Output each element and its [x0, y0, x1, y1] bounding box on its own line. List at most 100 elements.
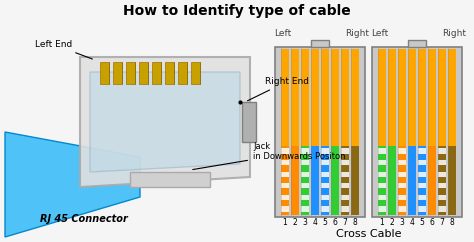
Bar: [301, 195, 309, 200]
Bar: [438, 183, 446, 188]
Bar: [341, 160, 349, 165]
Text: 5: 5: [419, 218, 424, 227]
Bar: [398, 160, 406, 165]
Bar: [331, 146, 339, 215]
Bar: [301, 160, 309, 165]
Bar: [408, 40, 426, 47]
Text: 2: 2: [292, 218, 297, 227]
Bar: [448, 49, 456, 146]
Bar: [378, 149, 386, 154]
Bar: [398, 195, 406, 200]
Bar: [301, 183, 309, 188]
Bar: [321, 172, 329, 177]
Bar: [281, 49, 289, 146]
Bar: [113, 62, 122, 84]
Bar: [301, 146, 309, 215]
Bar: [281, 195, 289, 200]
Bar: [388, 49, 396, 146]
Bar: [321, 206, 329, 212]
Bar: [378, 146, 386, 215]
Text: 8: 8: [353, 218, 357, 227]
Text: 4: 4: [312, 218, 318, 227]
Polygon shape: [80, 57, 250, 187]
Text: Left: Left: [371, 29, 389, 38]
Text: 3: 3: [302, 218, 308, 227]
Text: 1: 1: [283, 218, 287, 227]
Bar: [165, 62, 174, 84]
Bar: [408, 146, 416, 215]
Bar: [341, 195, 349, 200]
Bar: [438, 49, 446, 146]
Text: 5: 5: [323, 218, 328, 227]
Bar: [152, 62, 161, 84]
Bar: [351, 146, 359, 215]
Bar: [191, 62, 200, 84]
Bar: [311, 40, 329, 47]
Bar: [398, 172, 406, 177]
Bar: [398, 183, 406, 188]
Bar: [438, 160, 446, 165]
Bar: [281, 206, 289, 212]
Polygon shape: [5, 132, 140, 237]
Text: Jack
in Downwards Positon: Jack in Downwards Positon: [193, 142, 346, 170]
Bar: [321, 149, 329, 154]
Bar: [291, 49, 299, 146]
Bar: [275, 47, 365, 217]
Polygon shape: [90, 72, 240, 172]
Bar: [438, 206, 446, 212]
Bar: [378, 195, 386, 200]
Bar: [418, 149, 426, 154]
Text: 2: 2: [390, 218, 394, 227]
Bar: [130, 172, 210, 187]
Bar: [281, 172, 289, 177]
Bar: [388, 146, 396, 215]
Bar: [418, 160, 426, 165]
Bar: [291, 146, 299, 215]
Text: RJ 45 Connector: RJ 45 Connector: [40, 214, 128, 224]
Bar: [418, 49, 426, 146]
Text: 7: 7: [439, 218, 445, 227]
Bar: [378, 183, 386, 188]
Bar: [301, 49, 309, 146]
Bar: [126, 62, 135, 84]
Bar: [418, 172, 426, 177]
Bar: [321, 49, 329, 146]
Bar: [341, 172, 349, 177]
Bar: [341, 149, 349, 154]
Text: Left: Left: [274, 29, 292, 38]
Bar: [281, 160, 289, 165]
Bar: [100, 62, 109, 84]
Bar: [281, 146, 289, 215]
Bar: [281, 149, 289, 154]
Bar: [301, 149, 309, 154]
Bar: [139, 62, 148, 84]
Bar: [372, 47, 462, 217]
Text: Right: Right: [442, 29, 466, 38]
Text: Right End: Right End: [247, 77, 309, 101]
Bar: [398, 49, 406, 146]
Bar: [378, 49, 386, 146]
Bar: [418, 195, 426, 200]
Text: 6: 6: [429, 218, 435, 227]
Bar: [341, 206, 349, 212]
Text: 6: 6: [333, 218, 337, 227]
Text: Right: Right: [345, 29, 369, 38]
Bar: [418, 183, 426, 188]
Bar: [448, 146, 456, 215]
Bar: [438, 146, 446, 215]
Bar: [428, 146, 436, 215]
Bar: [378, 172, 386, 177]
Bar: [301, 172, 309, 177]
Bar: [242, 102, 256, 142]
Bar: [321, 195, 329, 200]
Bar: [178, 62, 187, 84]
Text: 8: 8: [450, 218, 455, 227]
Bar: [341, 49, 349, 146]
Bar: [438, 172, 446, 177]
Bar: [321, 146, 329, 215]
Text: 4: 4: [410, 218, 414, 227]
Text: 7: 7: [343, 218, 347, 227]
Bar: [281, 183, 289, 188]
Bar: [341, 183, 349, 188]
Bar: [378, 206, 386, 212]
